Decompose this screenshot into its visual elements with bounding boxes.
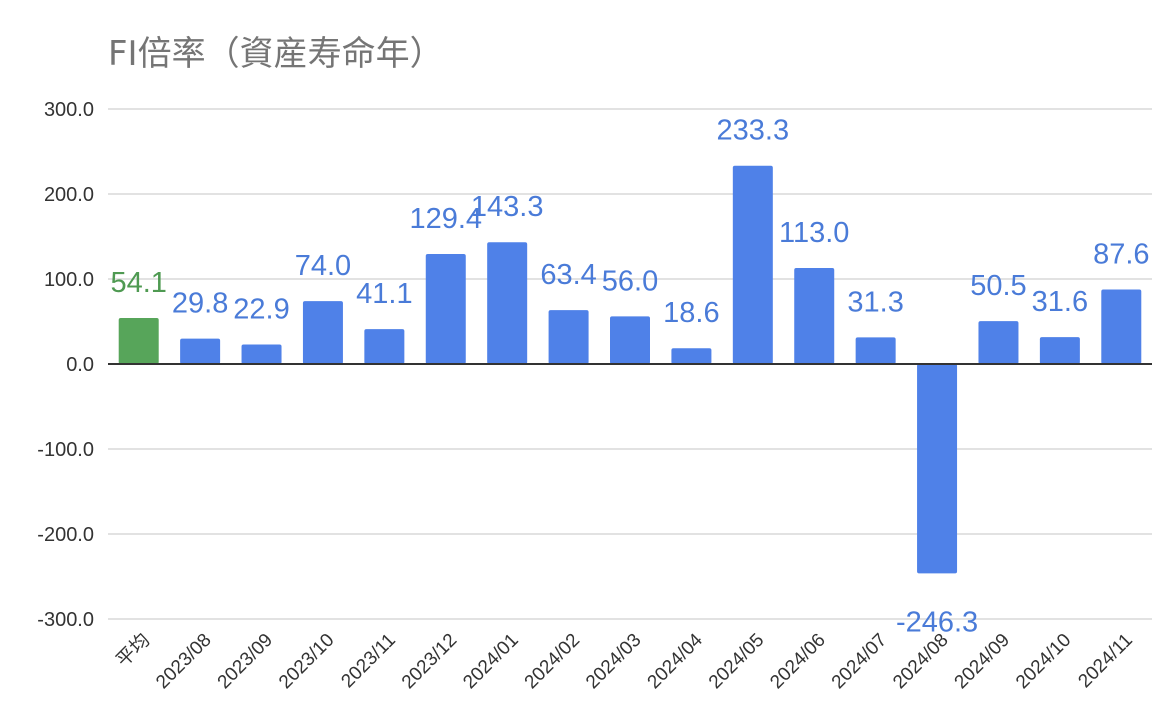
data-label: 18.6 [663,297,719,329]
data-label: 31.3 [847,286,903,318]
bar [180,338,221,364]
data-label: 50.5 [970,270,1026,302]
x-tick-label: 2024/09 [951,630,1014,693]
x-tick-label: 2023/12 [398,630,461,693]
data-label: 129.4 [409,203,482,235]
chart-title: FI倍率（資産寿命年） [108,34,444,74]
bar [732,165,773,364]
data-label: 143.3 [471,191,544,223]
x-tick-label: 2024/05 [705,630,768,693]
x-tick-label: 平均 [112,629,154,671]
bar [917,364,958,574]
y-tick-label: 200.0 [44,184,94,206]
bar [364,329,405,364]
bar [671,348,712,364]
data-label: 54.1 [110,267,166,299]
bar [118,318,159,364]
y-tick-label: -100.0 [37,439,94,461]
bar [794,267,835,364]
x-tick-label: 2024/02 [521,630,584,693]
x-tick-label: 2024/10 [1012,630,1075,693]
data-label: 22.9 [233,294,289,326]
y-tick-label: -200.0 [37,524,94,546]
x-tick-label: 2023/08 [152,630,215,693]
bar [1039,337,1080,364]
x-tick-label: 2024/11 [1074,630,1136,692]
x-tick-label: 2024/03 [582,630,645,693]
data-label: 233.3 [717,115,790,147]
x-tick-label: 2023/10 [275,630,338,693]
data-label: 63.4 [540,259,596,291]
x-tick-label: 2024/08 [889,630,952,693]
bar [855,337,896,364]
y-tick-label: 0.0 [66,354,94,376]
bar [302,301,343,364]
data-label: 29.8 [172,288,228,320]
y-tick-label: 100.0 [44,269,94,291]
data-label: 113.0 [779,217,849,249]
bar [610,316,650,364]
data-label: 41.1 [356,278,412,310]
data-label: -246.3 [896,606,978,638]
x-tick-label: 2024/07 [828,630,891,693]
y-tick-label: -300.0 [37,609,94,631]
bar [978,321,1019,364]
bar [487,242,528,364]
x-tick-label: 2023/11 [337,630,399,692]
x-tick-label: 2023/09 [214,630,277,693]
data-label: 87.6 [1093,239,1149,271]
bar [425,254,466,364]
x-tick-label: 2024/01 [459,630,522,693]
data-label: 74.0 [295,250,351,282]
data-label: 56.0 [602,265,658,297]
bar [241,344,282,364]
x-tick-label: 2024/04 [644,629,708,693]
bar [548,310,589,364]
bar [1101,289,1142,364]
y-tick-label: 300.0 [44,99,94,121]
data-label: 31.6 [1032,286,1088,318]
x-tick-label: 2024/06 [766,630,829,693]
